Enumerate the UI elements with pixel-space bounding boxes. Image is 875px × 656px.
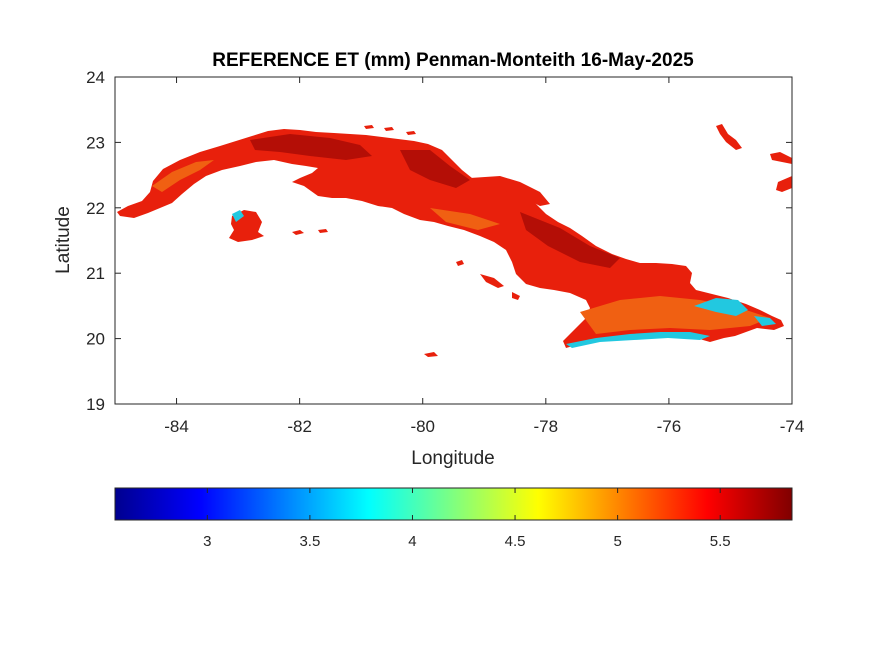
- et-low-zone-sierra: [566, 332, 710, 348]
- cuba-main-island: [117, 129, 784, 348]
- isla-de-la-juventud-low-zone: [232, 210, 244, 222]
- northern-keys: [470, 176, 550, 206]
- bahamas-inagua: [716, 124, 742, 150]
- north-coast-keys: [364, 125, 416, 135]
- y-tick-label: 20: [86, 330, 105, 349]
- y-tick-label: 23: [86, 133, 105, 152]
- y-tick-label: 19: [86, 395, 105, 414]
- y-tick-label: 22: [86, 199, 105, 218]
- et-high-zone-west: [250, 134, 372, 160]
- et-high-zone-east: [520, 212, 620, 268]
- cayman-island: [424, 352, 438, 357]
- map-axes-background: [115, 77, 792, 404]
- x-tick-label: -84: [164, 417, 189, 436]
- colorbar-tick-label: 3: [203, 533, 211, 550]
- x-tick-label: -80: [410, 417, 435, 436]
- x-tick-label: -74: [780, 417, 805, 436]
- y-axis-label: Latitude: [53, 206, 74, 274]
- colorbar-tick-label: 3.5: [299, 533, 320, 550]
- colorbar-tick-label: 5: [613, 533, 621, 550]
- et-moderate-zone-south: [430, 208, 500, 230]
- map-axes-box: [114, 76, 793, 405]
- y-tick-label: 24: [86, 68, 105, 87]
- map-title: REFERENCE ET (mm) Penman-Monteith 16-May…: [212, 50, 694, 71]
- hispaniola-edge-north: [770, 152, 792, 164]
- colorbar-tick-label: 5.5: [710, 533, 731, 550]
- et-moderate-zone-west: [152, 160, 214, 192]
- south-keys: [292, 229, 328, 235]
- jardines-keys: [456, 260, 520, 300]
- et-low-zone-east: [694, 298, 748, 316]
- colorbar: [114, 487, 793, 521]
- et-high-zone-center: [400, 150, 470, 188]
- x-tick-label: -78: [534, 417, 559, 436]
- hispaniola-edge-south: [776, 176, 792, 192]
- colorbar-tick-label: 4.5: [505, 533, 526, 550]
- x-axis-ticks: -84 -82 -80 -78 -76 -74: [164, 77, 804, 436]
- x-tick-label: -82: [287, 417, 312, 436]
- x-axis-label: Longitude: [411, 448, 494, 469]
- x-tick-label: -76: [657, 417, 682, 436]
- colorbar-tick-label: 4: [408, 533, 416, 550]
- colorbar-ticks: 3 3.5 4 4.5 5 5.5: [203, 488, 731, 550]
- y-tick-label: 21: [86, 264, 105, 283]
- et-field: [117, 124, 792, 357]
- y-axis-ticks: 19 20 21 22 23 24: [86, 68, 792, 414]
- et-low-zone-tip: [754, 316, 776, 326]
